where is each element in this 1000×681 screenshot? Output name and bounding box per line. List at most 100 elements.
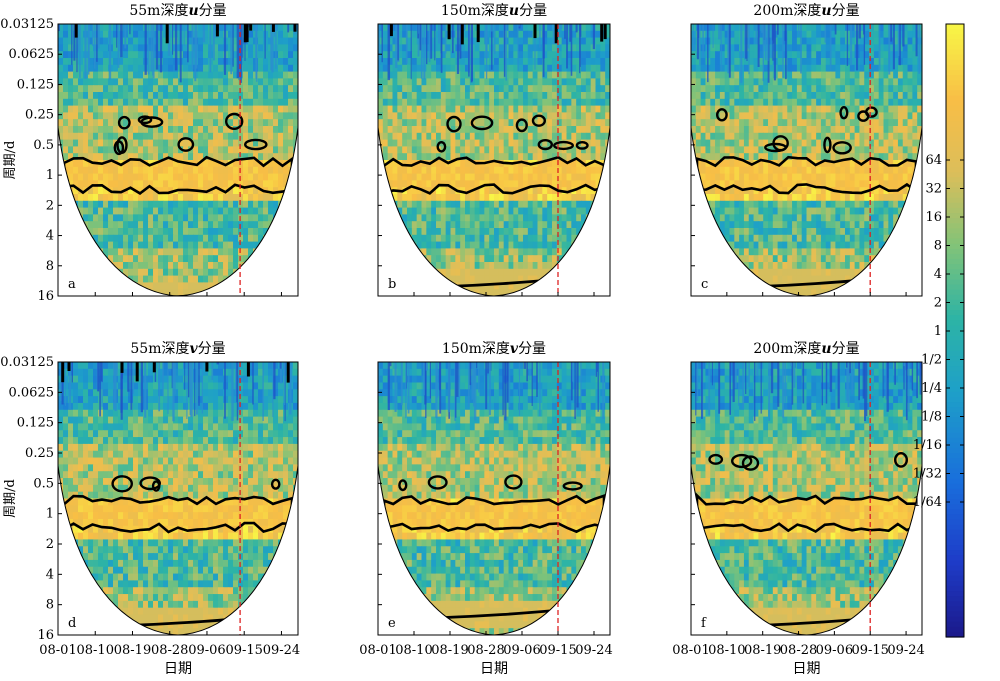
- plot-frame: [690, 23, 923, 297]
- panel-title: 55m深度u分量: [129, 3, 226, 19]
- panel-f: f 200m深度u分量 08-0108-1008-1908-2809-0609-15…: [672, 341, 925, 677]
- spectrum-field: [378, 24, 610, 296]
- x-tick-label: 08-28: [151, 643, 188, 658]
- colorbar-segment: [946, 325, 964, 332]
- panel-title: 150m深度u分量: [441, 3, 547, 19]
- y-tick-label: 0.03125: [0, 17, 54, 32]
- colorbar-segment: [946, 258, 964, 265]
- y-tick-label: 0.0625: [9, 385, 55, 400]
- colorbar-segment: [946, 141, 964, 148]
- colorbar-segment: [946, 534, 964, 541]
- spectrum-field: [691, 24, 922, 296]
- significance-contour: [62, 494, 294, 534]
- cone-of-influence-line: [58, 127, 298, 296]
- colorbar-segment: [946, 29, 964, 35]
- panel-letter: e: [388, 616, 396, 631]
- significance-contour: [832, 141, 852, 155]
- y-tick-label: 0.5: [33, 138, 54, 153]
- title-prefix: 55m深度: [129, 3, 188, 19]
- panel-a: a 55m深度u分量 0.03125 0.0625 0.125 0.25 0.5 1 2 4 8 16…: [0, 3, 299, 304]
- title-component: u: [188, 3, 198, 19]
- colorbar-segment: [946, 478, 964, 485]
- y-tick-label: 1: [46, 507, 54, 522]
- colorbar-segment: [946, 269, 964, 275]
- significance-contour: [716, 108, 728, 122]
- plot-frame: [690, 361, 923, 636]
- colorbar-segment: [946, 504, 964, 510]
- colorbar-segment: [946, 218, 964, 224]
- spectrum-field: [58, 362, 298, 635]
- cone-of-influence-mask: [58, 465, 298, 635]
- colorbar-segment: [946, 560, 964, 567]
- colorbar-segment: [946, 442, 964, 449]
- spectrum-field: [691, 362, 922, 635]
- colorbar-segment: [946, 616, 964, 623]
- plot-frame: [377, 361, 611, 636]
- title-suffix: 分量: [198, 341, 226, 357]
- panel-letter: b: [388, 277, 396, 292]
- panel-title: 150m深度v分量: [442, 341, 546, 357]
- y-tick-label: 0.25: [25, 446, 54, 461]
- colorbar-segment: [946, 182, 964, 189]
- colorbar-segment: [946, 381, 964, 388]
- significance-contour: [270, 478, 281, 490]
- significance-contour: [436, 140, 447, 153]
- colorbar-tick-label: 1/2: [921, 353, 942, 368]
- colorbar-segment: [946, 75, 964, 81]
- x-tick-label: 08-19: [744, 643, 781, 658]
- colorbar-segment: [946, 100, 964, 107]
- colorbar-tick-label: 32: [925, 182, 942, 197]
- colorbar-tick-label: 4: [934, 267, 942, 282]
- panel-c: c 200m深度u分量: [690, 3, 923, 297]
- colorbar-segment: [946, 90, 964, 97]
- x-tick-label: 08-10: [76, 643, 113, 658]
- colorbar-segment: [946, 366, 964, 372]
- colorbar-segment: [946, 422, 964, 429]
- significance-contour: [504, 474, 523, 490]
- colorbar-segment: [946, 110, 964, 117]
- significance-contour: [865, 106, 878, 118]
- colorbar-segment: [946, 151, 964, 158]
- colorbar-segment: [946, 146, 964, 153]
- colorbar-segment: [946, 177, 964, 183]
- colorbar-segment: [946, 473, 964, 480]
- colorbar-segment: [946, 279, 964, 286]
- colorbar-segment: [946, 402, 964, 408]
- spectrum-field: [378, 362, 610, 635]
- colorbar-segment: [946, 80, 964, 86]
- colorbar-tick-label: 2: [934, 296, 942, 311]
- colorbar-segment: [946, 85, 964, 92]
- colorbar-segment: [946, 570, 964, 577]
- significance-contour: [823, 136, 832, 154]
- panel-letter: f: [701, 616, 707, 631]
- colorbar-segment: [946, 499, 964, 505]
- colorbar-segment: [946, 284, 964, 291]
- colorbar-segment: [946, 233, 964, 240]
- panel-letter: d: [68, 616, 76, 631]
- y-tick-label: 8: [46, 598, 54, 613]
- colorbar-segment: [946, 591, 964, 597]
- colorbar-segment: [946, 565, 964, 572]
- x-tick-label: 08-10: [708, 643, 745, 658]
- colorbar-segment: [946, 320, 964, 326]
- colorbar-segment: [946, 161, 964, 168]
- x-tick-label: 08-10: [395, 643, 432, 658]
- cone-of-influence-line: [378, 127, 610, 296]
- colorbar-segment: [946, 550, 964, 556]
- colorbar-segment: [946, 310, 964, 316]
- title-suffix: 分量: [832, 3, 860, 19]
- panel-letter: a: [68, 277, 76, 292]
- colorbar-segment: [946, 264, 964, 270]
- colorbar-segment: [946, 39, 964, 46]
- colorbar-segment: [946, 136, 964, 143]
- significance-contour: [741, 455, 760, 471]
- colorbar-segment: [946, 315, 964, 321]
- colorbar-segment: [946, 611, 964, 618]
- colorbar-segment: [946, 299, 964, 306]
- colorbar-segment: [946, 432, 964, 439]
- colorbar-tick-label: 1: [934, 324, 942, 339]
- cone-of-influence-line: [691, 127, 922, 296]
- colorbar-segment: [946, 197, 964, 204]
- cone-of-influence-mask: [378, 127, 610, 296]
